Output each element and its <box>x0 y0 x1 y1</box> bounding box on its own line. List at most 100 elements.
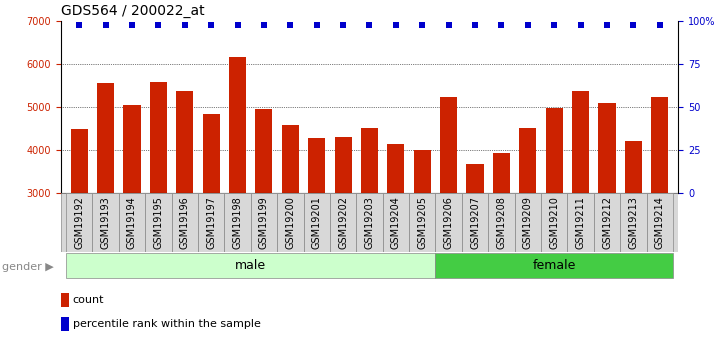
Bar <box>330 193 356 252</box>
Text: GSM19198: GSM19198 <box>233 196 243 249</box>
Bar <box>515 193 541 252</box>
Point <box>496 22 507 28</box>
Bar <box>440 97 457 193</box>
Point <box>100 22 111 28</box>
Point <box>232 22 243 28</box>
Bar <box>493 153 510 193</box>
Point <box>258 22 270 28</box>
Bar <box>519 128 536 193</box>
Text: GSM19203: GSM19203 <box>364 196 375 249</box>
Text: GSM19208: GSM19208 <box>496 196 506 249</box>
Bar <box>466 164 483 193</box>
Point <box>416 22 428 28</box>
Bar <box>594 193 620 252</box>
Bar <box>119 193 145 252</box>
Bar <box>124 105 141 193</box>
Text: GSM19205: GSM19205 <box>417 196 427 249</box>
Bar <box>303 193 330 252</box>
Bar <box>256 109 273 193</box>
Text: GDS564 / 200022_at: GDS564 / 200022_at <box>61 4 204 18</box>
Bar <box>568 193 594 252</box>
Bar <box>251 193 277 252</box>
Bar <box>277 193 303 252</box>
Point <box>601 22 613 28</box>
Text: GSM19202: GSM19202 <box>338 196 348 249</box>
Text: GSM19213: GSM19213 <box>628 196 638 249</box>
Bar <box>229 57 246 193</box>
Text: male: male <box>235 259 266 272</box>
Bar <box>150 82 167 193</box>
Text: GSM19206: GSM19206 <box>443 196 453 249</box>
Text: GSM19207: GSM19207 <box>470 196 480 249</box>
Point <box>74 22 85 28</box>
Point <box>338 22 349 28</box>
Bar <box>436 253 673 278</box>
Bar <box>71 128 88 193</box>
Text: GSM19199: GSM19199 <box>259 196 269 249</box>
Point <box>522 22 533 28</box>
Point <box>126 22 138 28</box>
Bar <box>625 141 642 193</box>
Point <box>469 22 481 28</box>
Bar <box>436 193 462 252</box>
Bar <box>462 193 488 252</box>
Point <box>285 22 296 28</box>
Point <box>390 22 401 28</box>
Bar <box>409 193 436 252</box>
Text: GSM19209: GSM19209 <box>523 196 533 249</box>
Point <box>548 22 560 28</box>
Point <box>628 22 639 28</box>
Point <box>654 22 665 28</box>
Bar <box>545 108 563 193</box>
Text: GSM19214: GSM19214 <box>655 196 665 249</box>
Bar <box>308 138 326 193</box>
Bar <box>224 193 251 252</box>
Text: GSM19197: GSM19197 <box>206 196 216 249</box>
Bar <box>572 91 589 193</box>
Bar <box>647 193 673 252</box>
Text: gender ▶: gender ▶ <box>2 263 54 272</box>
Bar <box>620 193 647 252</box>
Bar <box>387 145 404 193</box>
Bar <box>383 193 409 252</box>
Text: GSM19211: GSM19211 <box>575 196 585 249</box>
Bar <box>413 150 431 193</box>
Text: GSM19201: GSM19201 <box>312 196 322 249</box>
Point <box>575 22 586 28</box>
Bar <box>66 193 92 252</box>
Bar <box>361 128 378 193</box>
Text: GSM19193: GSM19193 <box>101 196 111 249</box>
Bar <box>541 193 568 252</box>
Text: GSM19195: GSM19195 <box>154 196 164 249</box>
Text: GSM19192: GSM19192 <box>74 196 84 249</box>
Point <box>443 22 454 28</box>
Bar <box>97 83 114 193</box>
Text: GSM19196: GSM19196 <box>180 196 190 249</box>
Text: GSM19194: GSM19194 <box>127 196 137 249</box>
Point <box>179 22 191 28</box>
Bar <box>198 193 224 252</box>
Bar <box>92 193 119 252</box>
Bar <box>171 193 198 252</box>
Point <box>153 22 164 28</box>
Bar <box>203 114 220 193</box>
Text: GSM19210: GSM19210 <box>549 196 559 249</box>
Text: GSM19212: GSM19212 <box>602 196 612 249</box>
Point <box>311 22 323 28</box>
Point <box>363 22 375 28</box>
Bar <box>176 90 193 193</box>
Text: female: female <box>533 259 576 272</box>
Point <box>206 22 217 28</box>
Bar <box>335 137 352 193</box>
Bar <box>145 193 171 252</box>
Bar <box>651 97 668 193</box>
Bar <box>488 193 515 252</box>
Text: count: count <box>73 295 104 305</box>
Text: GSM19204: GSM19204 <box>391 196 401 249</box>
Bar <box>356 193 383 252</box>
Text: GSM19200: GSM19200 <box>286 196 296 249</box>
Text: percentile rank within the sample: percentile rank within the sample <box>73 319 261 329</box>
Bar <box>282 125 299 193</box>
Bar <box>66 253 436 278</box>
Bar <box>598 104 615 193</box>
